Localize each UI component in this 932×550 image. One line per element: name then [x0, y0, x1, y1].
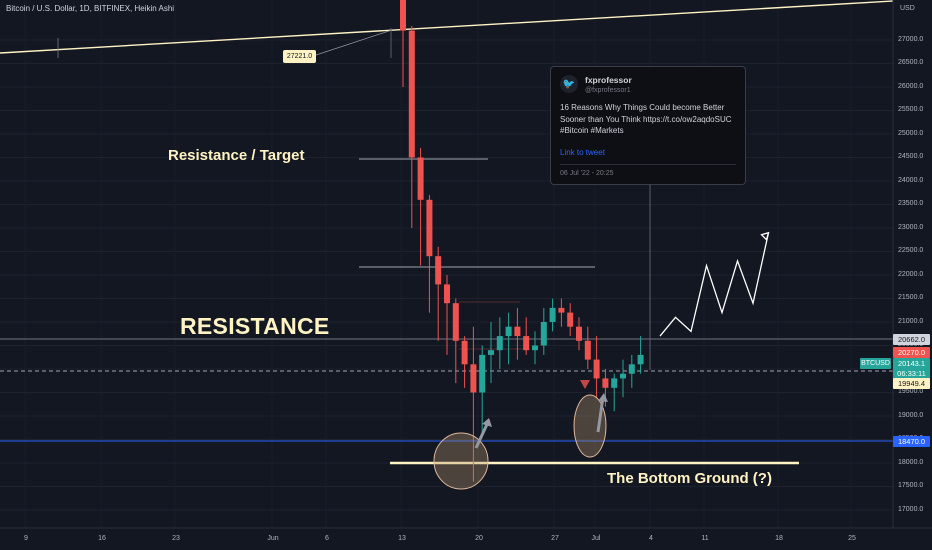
price-tick-label: 19000.0	[898, 411, 924, 419]
price-tick-label: 24000.0	[898, 176, 924, 184]
price-tick-label: 19500.0	[898, 388, 924, 395]
bird-icon: 🐦	[562, 78, 576, 90]
projection-path	[659, 232, 770, 337]
candle-down	[426, 199, 433, 257]
candle-up	[637, 354, 644, 365]
time-tick-label: 11	[701, 535, 709, 542]
price-tick-label: 25500.0	[898, 106, 924, 113]
time-tick-label: 25	[848, 535, 856, 542]
price-tick-label: 17500.0	[898, 482, 924, 489]
price-tick-label: 22000.0	[898, 270, 924, 278]
time-tick-label: 27	[551, 535, 559, 542]
time-tick-label: 4	[649, 535, 653, 542]
arrow-right-shaft	[596, 396, 605, 433]
time-tick-label: Jul	[591, 535, 601, 542]
candle-down	[593, 359, 600, 379]
candle-down	[470, 364, 477, 393]
candle-down	[523, 336, 530, 351]
time-tick-label: 6	[325, 535, 329, 542]
candle-down	[584, 340, 591, 360]
price-tick-label: 21000.0	[898, 317, 924, 325]
price-tick-label: 27000.0	[898, 35, 924, 43]
projection-arrowhead	[760, 231, 770, 241]
arrow-left-head	[482, 418, 492, 427]
price-tick-label: 23500.0	[898, 200, 924, 207]
candle-down	[444, 284, 450, 304]
time-tick-label: 18	[775, 535, 783, 542]
candle-down	[576, 326, 582, 341]
time-tick-label: 23	[172, 535, 180, 542]
price-tag-18470: 18470.0	[893, 436, 930, 447]
tweet-author-handle: @fxprofessor1	[585, 87, 631, 94]
resistance-target-label: Resistance / Target	[168, 147, 305, 164]
time-tick-label: 13	[398, 535, 406, 542]
candle-up	[549, 307, 556, 322]
time-tick-label: 9	[24, 535, 28, 542]
avatar: 🐦	[560, 75, 578, 93]
tweet-divider	[560, 164, 736, 165]
currency-label: USD	[900, 5, 915, 12]
candle-up	[540, 322, 547, 346]
arrow-right-head	[598, 393, 608, 402]
price-tick-label: 25000.0	[898, 129, 924, 137]
price-callout-27221: 27221.0	[283, 50, 316, 63]
price-tick-label: 26500.0	[898, 59, 924, 66]
price-tag-20662: 20662.0	[893, 334, 930, 345]
candle-down	[514, 326, 521, 337]
bottom-ground-label: The Bottom Ground (?)	[607, 470, 772, 487]
price-tick-label: 23000.0	[898, 223, 924, 231]
price-tick-label: 26000.0	[898, 82, 924, 90]
time-tick-label: 16	[98, 535, 106, 542]
price-tag-19949: 19949.4	[893, 378, 930, 389]
drawing-lines	[0, 0, 894, 465]
candle-up	[628, 364, 635, 374]
callout-leader	[315, 29, 393, 56]
price-tick-label: 24500.0	[898, 153, 924, 160]
countdown-tag: 06:33:11	[893, 368, 930, 379]
resistance-label: RESISTANCE	[180, 313, 330, 339]
symbol-tag: BTCUSD	[860, 358, 891, 369]
down-marker	[580, 380, 590, 389]
candle-up	[479, 354, 486, 393]
price-tick-label: 18000.0	[898, 458, 924, 466]
candle-down	[602, 378, 609, 388]
candle-up	[505, 326, 512, 337]
candle-up	[611, 378, 618, 388]
overlay-drawings	[433, 231, 770, 490]
candle-down	[408, 30, 415, 158]
candle-up	[620, 373, 626, 379]
candle-up	[532, 345, 538, 351]
tweet-date: 06 Jul '22 - 20:25	[560, 170, 614, 177]
candle-down	[461, 340, 468, 365]
candle-up	[496, 336, 503, 351]
bottom-ellipse-left	[433, 432, 489, 490]
price-tick-label: 22500.0	[898, 247, 924, 254]
candle-up	[488, 350, 494, 355]
candle-down	[452, 303, 459, 341]
candle-down	[567, 312, 574, 327]
candle-down	[417, 157, 424, 200]
candle-down	[435, 256, 442, 285]
price-tag-20270: 20270.0	[893, 347, 930, 358]
candle-down	[400, 0, 406, 31]
price-tick-label: 21500.0	[898, 294, 924, 301]
time-tick-label: Jun	[267, 535, 279, 542]
tweet-author-name: fxprofessor	[585, 75, 632, 85]
time-tick-label: 20	[475, 535, 483, 542]
tweet-link[interactable]: Link to tweet	[560, 148, 605, 157]
candle-down	[558, 307, 565, 313]
price-tick-label: 17000.0	[898, 505, 924, 513]
trendline	[0, 0, 894, 54]
last-price-tag: 20143.1	[893, 358, 930, 369]
symbol-title: Bitcoin / U.S. Dollar, 1D, BITFINEX, Hei…	[6, 4, 175, 13]
candles	[400, 0, 644, 482]
tweet-text: 16 Reasons Why Things Could become Bette…	[560, 103, 732, 135]
tweet-card[interactable]: 🐦 fxprofessor @fxprofessor1 16 Reasons W…	[550, 66, 746, 185]
bottom-ellipse-right	[573, 394, 607, 458]
